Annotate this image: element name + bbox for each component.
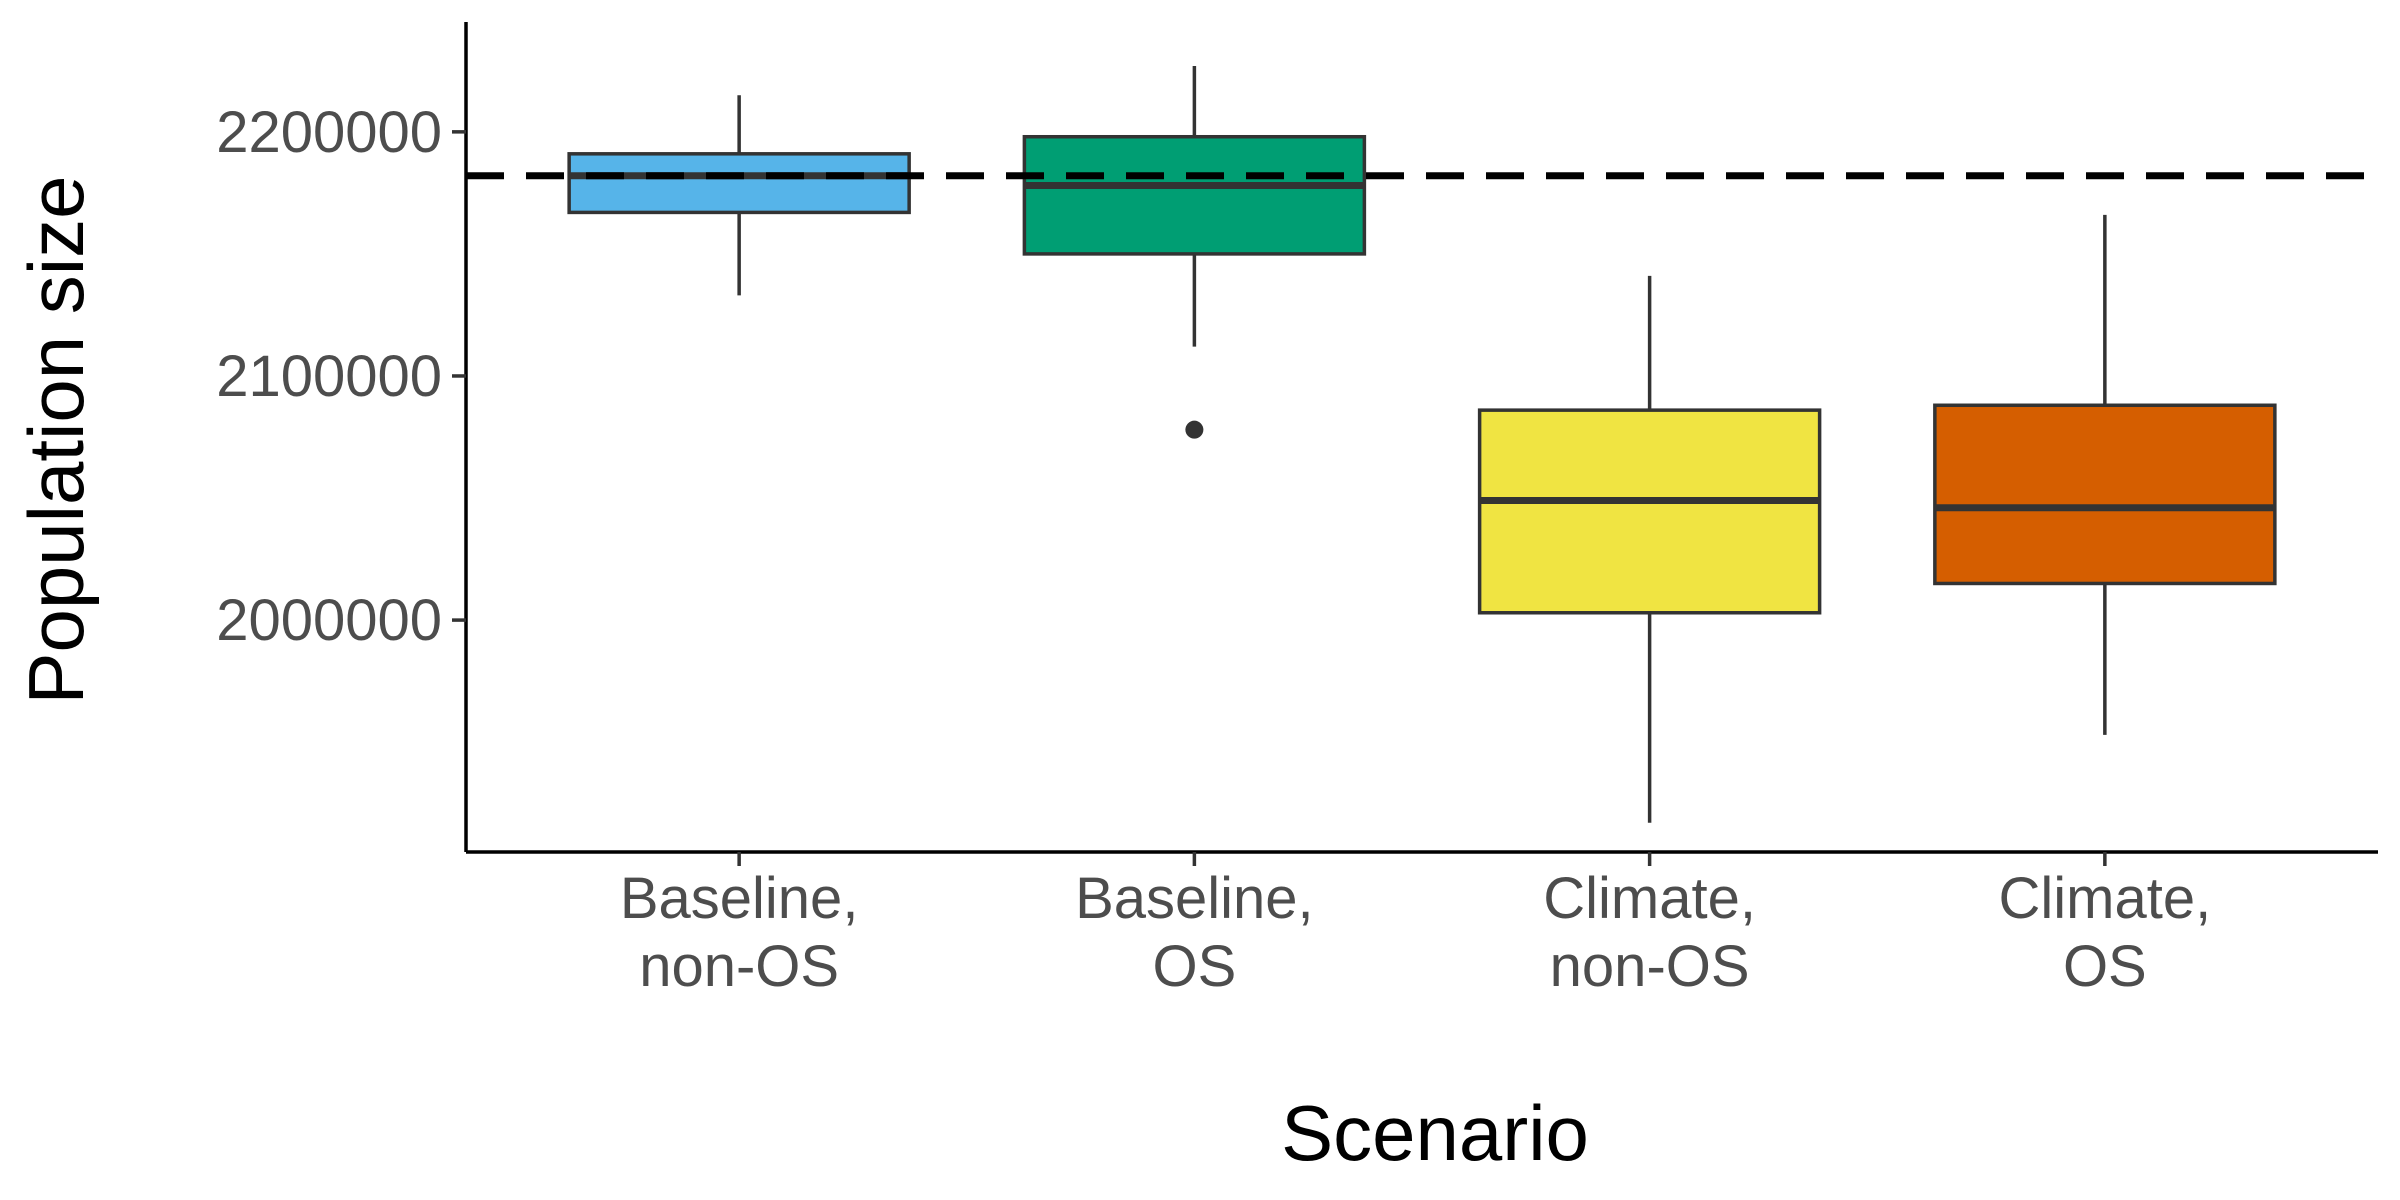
box-layer [567,65,2277,823]
y-tick-label: 2200000 [216,100,442,165]
x-tick-label: Climate, [1543,866,1756,931]
y-axis-ticks: 2000000 2100000 2200000 [216,100,466,653]
box-3 [1477,275,1822,823]
y-axis-title: Population size [12,175,100,704]
y-tick-label: 2000000 [216,588,442,653]
axes-layer [464,22,2378,854]
x-tick-label: Baseline, [1075,866,1314,931]
box-body [1477,408,1822,615]
box-body [567,152,911,215]
x-tick-label: non-OS [1550,934,1750,999]
x-axis-ticks: Baseline,non-OSBaseline,OSClimate,non-OS… [620,852,2211,999]
x-tick-label: Climate, [1998,866,2211,931]
box-body [1933,403,2277,586]
x-tick-label: non-OS [639,934,839,999]
x-axis-title: Scenario [1281,1089,1589,1177]
x-tick-label: OS [1152,934,1236,999]
x-tick-label: OS [2063,934,2147,999]
box-1 [567,95,911,296]
x-tick-label: Baseline, [620,866,859,931]
box-body [1022,134,1367,256]
y-tick-label: 2100000 [216,344,442,409]
box-4 [1933,214,2277,735]
outlier-point [1185,420,1204,439]
box-2 [1022,65,1367,439]
